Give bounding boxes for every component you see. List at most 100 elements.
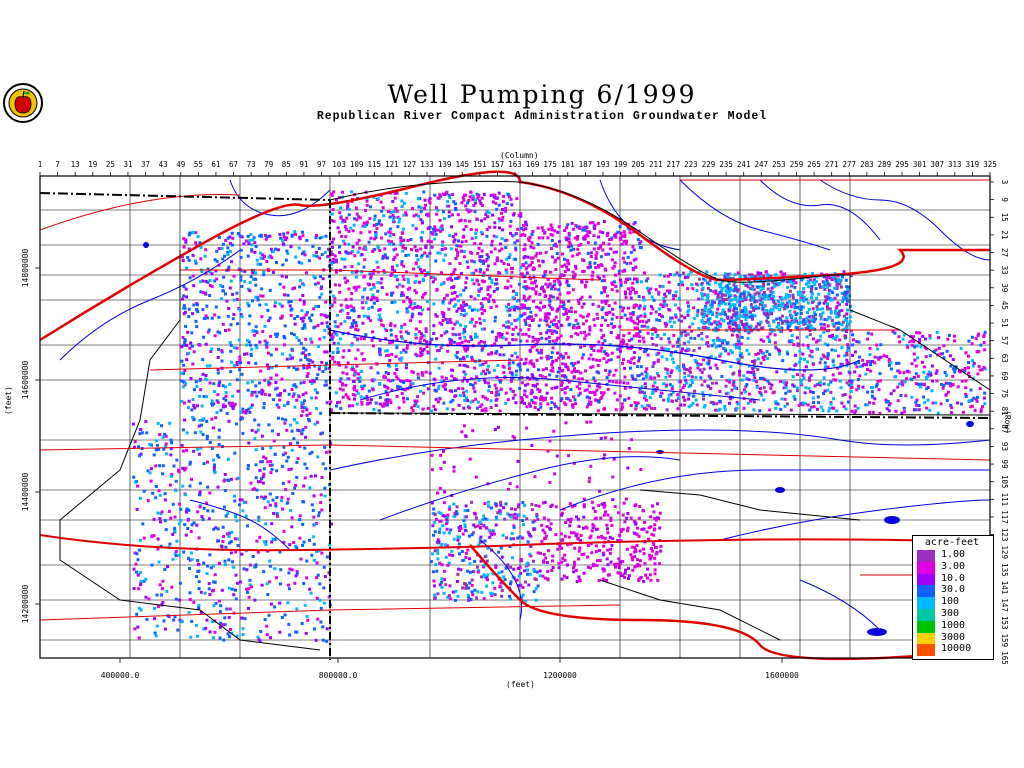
legend-label: 1000 [941, 619, 966, 631]
column-tick-label: 217 [667, 160, 681, 169]
legend-entry: 3.00 [917, 561, 993, 574]
column-tick-label: 265 [807, 160, 821, 169]
x-feet-tick-label: 400000.0 [101, 671, 140, 680]
row-tick-label: 111 [1000, 493, 1009, 507]
legend-label: 10.0 [941, 572, 966, 584]
x-feet-tick-label: 1200000 [543, 671, 577, 680]
map-legend: acre-feet 1.00 3.00 10.0 30.0 100 300 1000 3000… [912, 535, 994, 660]
x-feet-ticks: 400000.0 800000.0 1200000 1600000 [101, 658, 799, 680]
column-tick-label: 289 [878, 160, 892, 169]
legend-entry: 10000 [917, 643, 993, 657]
column-tick-label: 61 [211, 160, 220, 169]
column-tick-label: 283 [860, 160, 874, 169]
row-tick-label: 27 [1000, 248, 1009, 257]
row-tick-label: 15 [1000, 213, 1009, 222]
column-tick-label: 241 [737, 160, 751, 169]
row-ticks: 3915212733394551576369758187939910511111… [990, 180, 1009, 665]
legend-swatch [917, 620, 935, 633]
column-tick-label: 19 [88, 160, 97, 169]
row-tick-label: 141 [1000, 581, 1009, 595]
column-tick-label: 199 [614, 160, 628, 169]
row-tick-label: 165 [1000, 651, 1009, 665]
legend-label: 10000 [941, 643, 972, 655]
x-feet-tick-label: 800000.0 [319, 671, 358, 680]
column-tick-label: 247 [755, 160, 769, 169]
column-tick-label: 253 [772, 160, 786, 169]
column-tick-label: 103 [332, 160, 346, 169]
column-tick-label: 97 [317, 160, 326, 169]
legend-swatch [917, 597, 935, 610]
column-tick-label: 259 [790, 160, 804, 169]
column-tick-label: 295 [895, 160, 909, 169]
legend-entry: 30.0 [917, 584, 993, 598]
column-tick-label: 49 [176, 160, 185, 169]
row-tick-label: 39 [1000, 283, 1009, 292]
column-tick-label: 37 [141, 160, 150, 169]
row-tick-label: 33 [1000, 266, 1009, 275]
column-tick-label: 43 [159, 160, 168, 169]
column-tick-label: 1 [38, 160, 43, 169]
column-tick-label: 67 [229, 160, 238, 169]
legend-swatch [917, 573, 935, 586]
column-tick-label: 193 [596, 160, 610, 169]
row-tick-label: 3 [1000, 180, 1009, 185]
column-tick-label: 151 [473, 160, 487, 169]
column-tick-label: 319 [966, 160, 980, 169]
y-feet-ticks: 14800000 14600000 14400000 14200000 [21, 249, 40, 624]
row-tick-label: 129 [1000, 545, 1009, 559]
row-tick-label: 159 [1000, 634, 1009, 648]
x-feet-axis-title: (feet) [506, 680, 535, 689]
column-tick-label: 7 [55, 160, 60, 169]
column-tick-label: 91 [299, 160, 308, 169]
row-tick-label: 87 [1000, 424, 1009, 433]
column-tick-label: 79 [264, 160, 273, 169]
row-tick-label: 81 [1000, 407, 1009, 416]
row-tick-label: 153 [1000, 616, 1009, 630]
column-tick-label: 25 [106, 160, 115, 169]
column-tick-label: 211 [649, 160, 663, 169]
legend-label: 300 [941, 608, 960, 619]
legend-label: 30.0 [941, 584, 966, 596]
legend-swatch [917, 644, 935, 657]
column-tick-label: 235 [719, 160, 733, 169]
column-tick-label: 163 [508, 160, 522, 169]
column-tick-label: 145 [455, 160, 469, 169]
legend-label: 3000 [941, 631, 966, 643]
column-tick-label: 313 [948, 160, 962, 169]
column-tick-label: 139 [438, 160, 452, 169]
map-features [39, 170, 991, 661]
organization-logo [2, 82, 44, 124]
row-tick-label: 45 [1000, 301, 1009, 310]
legend-entry: 1000 [917, 619, 993, 633]
legend-entry: 100 [917, 596, 993, 610]
column-tick-label: 301 [913, 160, 927, 169]
column-tick-label: 325 [983, 160, 997, 169]
row-tick-label: 99 [1000, 460, 1009, 469]
row-tick-label: 57 [1000, 336, 1009, 345]
legend-swatch [917, 609, 935, 621]
column-tick-label: 181 [561, 160, 575, 169]
y-feet-tick-label: 14200000 [21, 585, 30, 624]
row-tick-label: 123 [1000, 528, 1009, 542]
row-tick-label: 75 [1000, 389, 1009, 398]
column-tick-label: 85 [282, 160, 291, 169]
column-tick-label: 205 [631, 160, 645, 169]
column-tick-label: 13 [71, 160, 80, 169]
y-feet-tick-label: 14600000 [21, 361, 30, 400]
column-tick-label: 115 [367, 160, 381, 169]
row-tick-label: 51 [1000, 319, 1009, 328]
column-ticks: 1 7 13 19 25 31 37 43 49 55 61 67 73 79 85 91 97 103 109 11… [38, 160, 997, 176]
column-tick-label: 271 [825, 160, 839, 169]
column-tick-label: 127 [403, 160, 417, 169]
legend-entry: 3000 [917, 631, 993, 645]
legend-title: acre-feet [924, 537, 980, 548]
column-tick-label: 157 [491, 160, 505, 169]
column-tick-label: 73 [247, 160, 256, 169]
y-feet-tick-label: 14400000 [21, 473, 30, 512]
y-feet-tick-label: 14800000 [21, 249, 30, 288]
column-tick-label: 31 [123, 160, 132, 169]
column-tick-label: 223 [684, 160, 698, 169]
legend-entry: 300 [917, 608, 993, 621]
row-tick-label: 21 [1000, 230, 1009, 239]
